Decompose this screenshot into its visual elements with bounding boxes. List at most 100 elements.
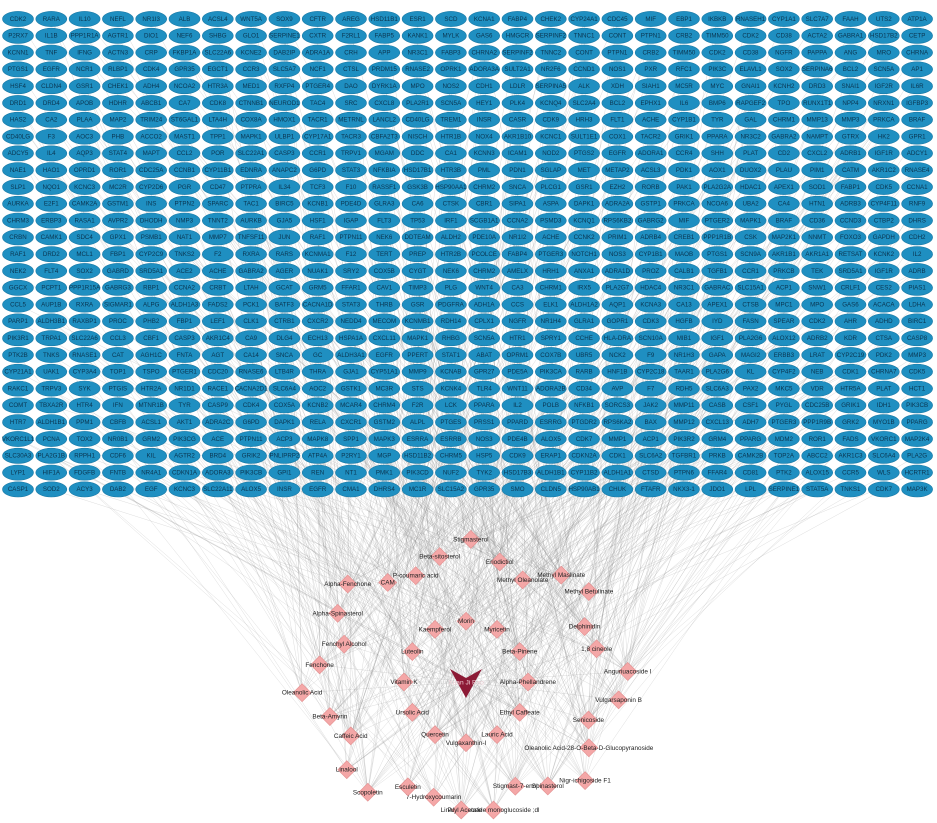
target-node[interactable]: CHRM1 (534, 279, 567, 296)
target-node[interactable]: COX1 (601, 128, 634, 145)
target-node[interactable]: CAV1 (368, 279, 401, 296)
target-node[interactable]: SLC15A1 (734, 279, 767, 296)
target-node[interactable]: FASN (734, 313, 767, 330)
target-node[interactable]: MDM2 (768, 431, 800, 447)
target-node[interactable]: GCAT (268, 279, 301, 296)
target-node[interactable]: GJA5 (268, 212, 301, 229)
target-node[interactable]: NCOA2 (168, 78, 201, 95)
target-node[interactable]: PLA2G7 (601, 279, 634, 296)
target-node[interactable]: CAMK2B (734, 447, 767, 464)
target-node[interactable]: HSF1 (301, 212, 334, 229)
target-node[interactable]: SRC (335, 95, 367, 111)
target-node[interactable]: TRPV1 (335, 145, 367, 162)
target-node[interactable]: KCNC3 (68, 179, 101, 195)
target-node[interactable]: GAPA (701, 347, 734, 363)
target-node[interactable]: LEF1 (202, 313, 234, 330)
target-node[interactable]: APEX1 (701, 296, 734, 313)
target-node[interactable]: HK2 (867, 128, 900, 145)
target-node[interactable]: CDH2 (901, 229, 933, 246)
target-node[interactable]: ESRRB (435, 431, 467, 447)
compound-node[interactable]: Esculetin (395, 777, 421, 797)
target-node[interactable]: AMELX (501, 263, 534, 279)
target-node[interactable]: SHBG (202, 27, 234, 44)
target-node[interactable]: CCS (501, 296, 534, 313)
target-node[interactable]: HSP5 (468, 447, 501, 464)
target-node[interactable]: HTR5A (834, 380, 867, 397)
target-node[interactable]: MAP2K4 (901, 431, 933, 447)
target-node[interactable]: CDK9 (534, 111, 567, 128)
target-node[interactable]: CBR1 (468, 195, 501, 212)
target-node[interactable]: KCNN3 (468, 145, 501, 162)
target-node[interactable]: NPP4 (834, 95, 867, 111)
target-node[interactable]: PIK3R1 (2, 330, 34, 347)
target-node[interactable]: HTR2B (435, 246, 467, 263)
target-node[interactable]: CD34 (568, 380, 600, 397)
target-node[interactable]: CD38 (768, 27, 800, 44)
target-node[interactable]: CALB1 (668, 263, 700, 279)
target-node[interactable]: CACNA2D1 (235, 380, 269, 397)
target-node[interactable]: CPLX1 (468, 313, 501, 330)
target-node[interactable]: G6PD (235, 414, 267, 431)
compound-node[interactable]: 1,8 cineole (581, 639, 613, 659)
target-node[interactable]: SCGB1A1 (468, 212, 501, 229)
target-node[interactable]: EPHX1 (634, 95, 667, 111)
target-node[interactable]: PPARG (734, 431, 767, 447)
target-node[interactable]: FAAH (834, 11, 867, 27)
target-node[interactable]: SLC7A7 (801, 11, 834, 27)
target-node[interactable]: FFAR1 (335, 279, 367, 296)
target-node[interactable]: PLA2R1 (401, 95, 434, 111)
target-node[interactable]: PTK2B (2, 347, 34, 363)
target-node[interactable]: DDTEAM (401, 229, 434, 246)
target-node[interactable]: PRKB (701, 447, 734, 464)
target-node[interactable]: NOS3 (601, 246, 634, 263)
target-node[interactable]: CRH (335, 44, 367, 61)
target-node[interactable]: HDAC1 (734, 179, 767, 195)
target-node[interactable]: MKC5 (768, 380, 800, 397)
target-node[interactable]: NR4A1 (135, 464, 167, 481)
target-node[interactable]: ERBB3 (768, 347, 800, 363)
target-node[interactable]: MAP2 (102, 111, 134, 128)
target-node[interactable]: NQO1 (35, 179, 68, 195)
target-node[interactable]: GNAI1 (734, 78, 767, 95)
target-node[interactable]: INS (135, 195, 167, 212)
target-node[interactable]: GABRD (102, 263, 134, 279)
target-node[interactable]: NMP3 (168, 212, 201, 229)
target-node[interactable]: EGFR (601, 145, 634, 162)
target-node[interactable]: TNKS2 (168, 246, 201, 263)
target-node[interactable]: TRPV3 (35, 380, 68, 397)
target-node[interactable]: ADRA2C (202, 414, 234, 431)
target-node[interactable]: SHH (701, 145, 734, 162)
target-node[interactable]: IL2 (901, 246, 933, 263)
target-node[interactable]: SLC15A2 (435, 481, 467, 498)
target-node[interactable]: CXCR2 (301, 313, 334, 330)
target-node[interactable]: CTRB1 (268, 313, 301, 330)
target-node[interactable]: RETSAT (834, 246, 867, 263)
target-node[interactable]: PNLIPRP2 (268, 447, 301, 464)
target-node[interactable]: PTK2 (768, 464, 800, 481)
target-node[interactable]: CA9 (235, 330, 267, 347)
target-node[interactable]: TAC1 (235, 195, 267, 212)
target-node[interactable]: CCNB1 (168, 162, 201, 179)
target-node[interactable]: PML (468, 162, 501, 179)
target-node[interactable]: METRNL (335, 111, 367, 128)
target-node[interactable]: PDK2 (867, 347, 900, 363)
target-node[interactable]: SERPINA6 (801, 61, 833, 78)
target-node[interactable]: GABRG3 (102, 279, 134, 296)
target-node[interactable]: CCR3 (235, 61, 267, 78)
target-node[interactable]: ACTA2 (801, 27, 834, 44)
target-node[interactable]: CTSA (867, 330, 900, 347)
compound-node[interactable]: Scopoletin (353, 782, 383, 802)
target-node[interactable]: MPC1 (768, 296, 800, 313)
target-node[interactable]: COX5B (368, 263, 401, 279)
target-node[interactable]: CTBP2 (867, 212, 900, 229)
target-node[interactable]: COX8A (235, 111, 267, 128)
target-node[interactable]: NEB (801, 363, 834, 380)
target-node[interactable]: NISCH (401, 128, 434, 145)
target-node[interactable]: MIF (668, 212, 700, 229)
target-node[interactable]: CD47 (202, 179, 234, 195)
target-node[interactable]: RPS6KB2 (601, 212, 634, 229)
target-node[interactable]: NR3C2 (734, 128, 767, 145)
target-node[interactable]: GABRAC (701, 279, 734, 296)
target-node[interactable]: TAAR1 (668, 363, 700, 380)
target-node[interactable]: PLA2G6 (701, 363, 734, 380)
